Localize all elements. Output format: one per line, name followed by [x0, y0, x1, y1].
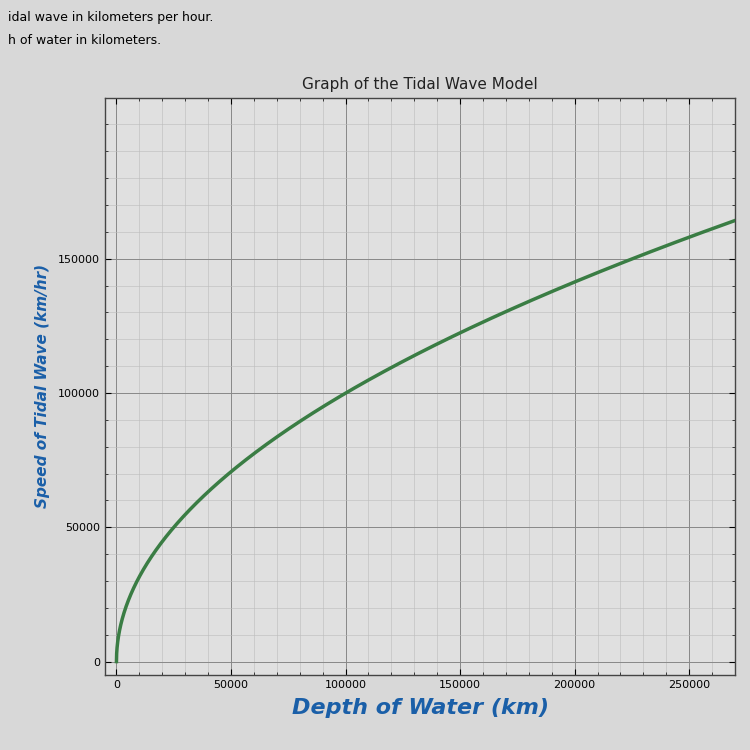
X-axis label: Depth of Water (km): Depth of Water (km): [292, 698, 548, 718]
Text: h of water in kilometers.: h of water in kilometers.: [8, 34, 160, 46]
Y-axis label: Speed of Tidal Wave (km/hr): Speed of Tidal Wave (km/hr): [34, 264, 50, 509]
Text: idal wave in kilometers per hour.: idal wave in kilometers per hour.: [8, 11, 213, 24]
Title: Graph of the Tidal Wave Model: Graph of the Tidal Wave Model: [302, 77, 538, 92]
